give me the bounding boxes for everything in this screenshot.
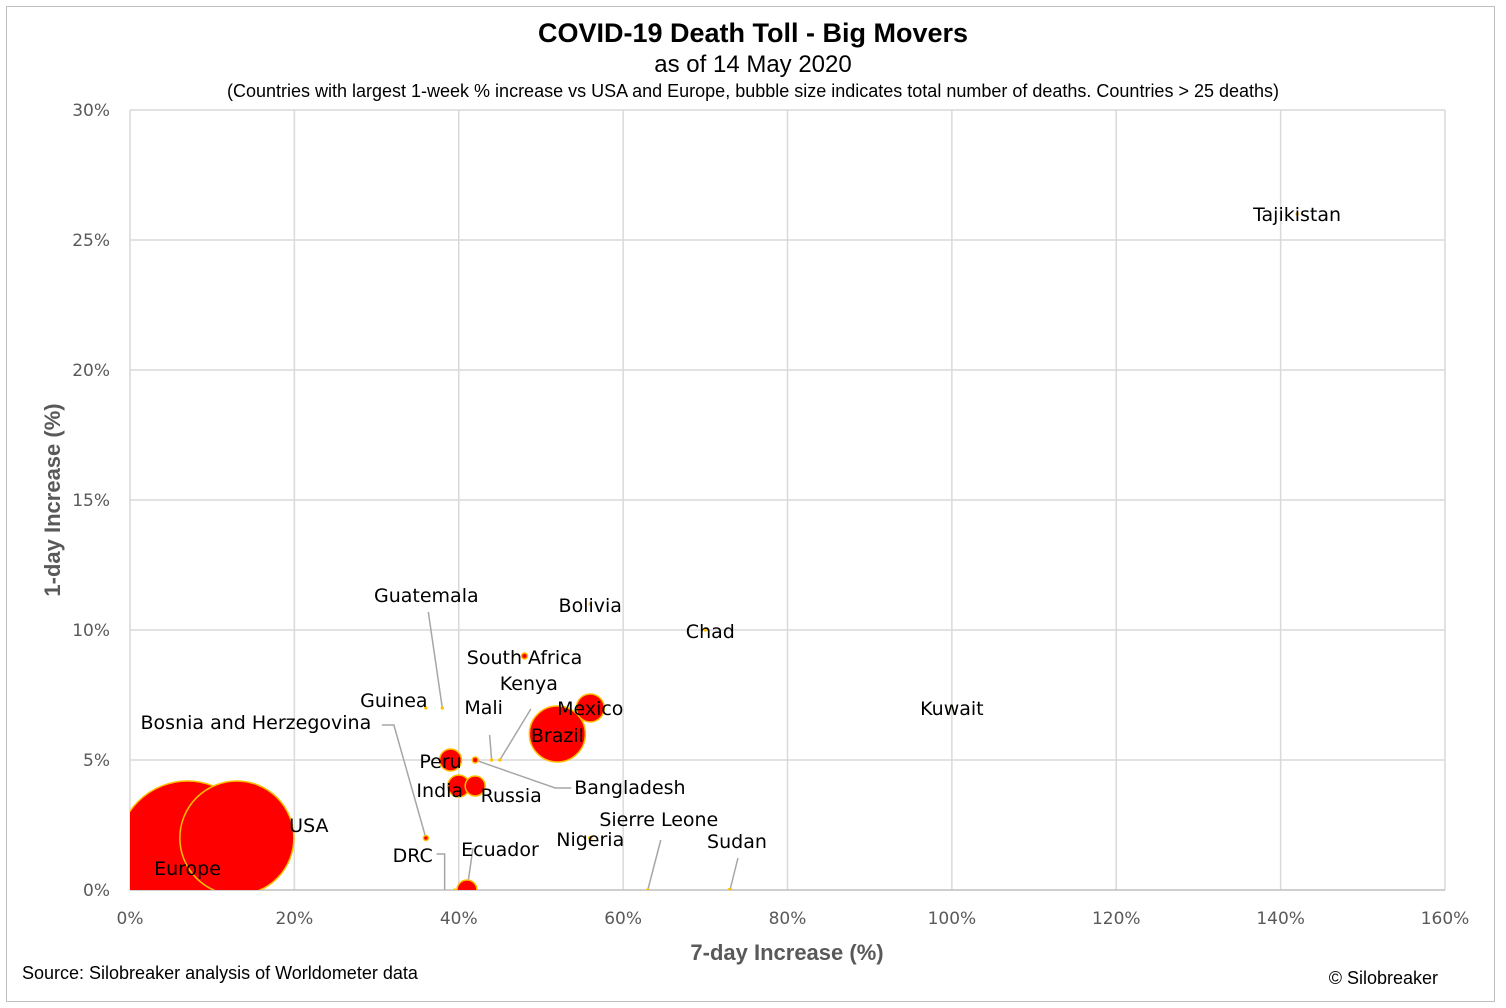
label-tajikistan: Tajikistan (1252, 204, 1341, 226)
leader-line-sudan (729, 857, 739, 891)
x-tick-label: 0% (117, 909, 144, 929)
x-tick-label: 20% (275, 909, 313, 929)
y-axis-title: 1-day Increase (%) (40, 403, 65, 596)
tick-labels: 0% 20% 40% 60% 80% 100% 120% 140% 160% 0% 5% 10% 15%… (72, 101, 1469, 929)
bubble-nigeria (588, 835, 593, 841)
bubble-kuwait (950, 706, 954, 710)
label-india: India (416, 780, 463, 802)
label-south-africa: South Africa (467, 647, 582, 669)
label-kenya: Kenya (500, 673, 558, 695)
bubble-guinea (424, 706, 428, 710)
leader-line-bangladesh (474, 759, 572, 789)
label-bosnia-and-herzegovina: Bosnia and Herzegovina (141, 712, 372, 734)
y-tick-label: 15% (72, 491, 110, 511)
x-tick-label: 60% (604, 909, 642, 929)
label-leader-lines (381, 611, 739, 891)
bubble-kenya (498, 758, 502, 762)
label-peru: Peru (419, 751, 461, 773)
source-note: Source: Silobreaker analysis of Worldome… (22, 963, 418, 983)
label-guatemala: Guatemala (374, 585, 479, 607)
bubble-labels: Europe USA Brazil Mexico Peru India Russia Ecua… (141, 204, 1342, 880)
chart-frame (6, 6, 1495, 1002)
label-drc: DRC (393, 845, 433, 867)
x-tick-label: 80% (769, 909, 807, 929)
label-bangladesh: Bangladesh (574, 777, 685, 799)
y-tick-label: 25% (72, 231, 110, 251)
x-tick-label: 140% (1256, 909, 1305, 929)
bubbles (130, 212, 1299, 890)
bubble-mali (489, 758, 494, 762)
bubble-bangladesh (471, 756, 479, 764)
bubble-tajikistan (1295, 212, 1299, 216)
leader-line-bosnia-and-herzegovina (381, 724, 427, 839)
bubble-brazil (528, 705, 587, 763)
bubble-drc (452, 888, 457, 890)
grid-lines (129, 109, 1446, 891)
bubble-chad (703, 628, 708, 632)
bubble-bolivia (588, 602, 592, 606)
chart-title: COVID-19 Death Toll - Big Movers (537, 18, 969, 48)
x-tick-label: 100% (928, 909, 977, 929)
label-russia: Russia (481, 785, 542, 807)
x-tick-label: 40% (440, 909, 478, 929)
y-tick-label: 0% (83, 881, 110, 901)
label-chad: Chad (686, 621, 735, 643)
bubble-south-africa (520, 652, 529, 660)
y-tick-label: 5% (83, 751, 110, 771)
label-mali: Mali (464, 697, 503, 719)
y-tick-label: 20% (72, 361, 110, 381)
bubble-usa (179, 780, 295, 890)
label-guinea: Guinea (360, 690, 427, 712)
bubble-sierre-leone (646, 888, 650, 890)
bubble-peru (438, 748, 463, 772)
bubble-mexico (575, 693, 605, 723)
label-kuwait: Kuwait (920, 698, 983, 720)
leader-line-kenya (499, 708, 532, 761)
y-tick-label: 30% (72, 101, 110, 121)
label-brazil: Brazil (531, 725, 584, 747)
label-sierre-leone: Sierre Leone (599, 809, 718, 831)
bubble-guatemala (440, 706, 445, 710)
leader-line-guatemala (427, 611, 444, 709)
bubble-russia (464, 775, 486, 797)
bubble-bosnia-and-herzegovina (422, 834, 430, 842)
leader-line-sierre-leone (647, 839, 662, 891)
chart-note: (Countries with largest 1-week % increas… (226, 81, 1280, 101)
label-usa: USA (289, 815, 328, 837)
label-sudan: Sudan (707, 831, 767, 853)
leader-line-mali (488, 734, 493, 761)
leader-line-drc (436, 853, 446, 890)
chart-subtitle: as of 14 May 2020 (654, 51, 852, 78)
copyright-note: © Silobreaker (1328, 968, 1438, 988)
x-axis-title: 7-day Increase (%) (690, 940, 883, 965)
label-mexico: Mexico (557, 698, 623, 720)
y-tick-label: 10% (72, 621, 110, 641)
label-bolivia: Bolivia (559, 595, 622, 617)
bubble-ecuador (456, 879, 478, 890)
label-nigeria: Nigeria (556, 829, 624, 851)
label-europe: Europe (154, 858, 221, 880)
x-tick-label: 120% (1092, 909, 1141, 929)
bubble-sudan (727, 887, 733, 890)
label-ecuador: Ecuador (461, 839, 539, 861)
x-tick-label: 160% (1421, 909, 1470, 929)
